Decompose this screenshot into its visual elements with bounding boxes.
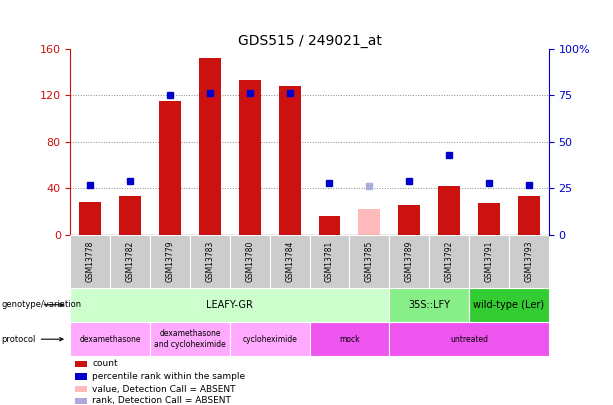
Bar	[80, 202, 101, 235]
Bar	[279, 86, 300, 235]
Bar	[310, 322, 389, 356]
Text: percentile rank within the sample: percentile rank within the sample	[92, 372, 245, 381]
Bar	[389, 322, 549, 356]
Text: GSM13780: GSM13780	[245, 241, 254, 282]
Bar	[199, 58, 221, 235]
Text: dexamethasone: dexamethasone	[80, 335, 141, 344]
Bar	[70, 322, 150, 356]
Bar	[349, 235, 389, 288]
Text: GSM13781: GSM13781	[325, 241, 334, 282]
Text: 35S::LFY: 35S::LFY	[408, 300, 450, 310]
Bar	[75, 373, 87, 380]
Bar	[469, 235, 509, 288]
Text: rank, Detection Call = ABSENT: rank, Detection Call = ABSENT	[92, 396, 231, 405]
Text: wild-type (Ler): wild-type (Ler)	[473, 300, 544, 310]
Text: GSM13783: GSM13783	[205, 241, 215, 282]
Bar	[70, 235, 110, 288]
Bar	[110, 235, 150, 288]
Bar	[429, 235, 469, 288]
Bar	[389, 235, 429, 288]
Text: GSM13784: GSM13784	[285, 241, 294, 282]
Bar	[75, 361, 87, 367]
Text: untreated: untreated	[450, 335, 488, 344]
Bar	[190, 235, 230, 288]
Bar	[438, 186, 460, 235]
Bar	[75, 398, 87, 404]
Text: protocol: protocol	[1, 335, 63, 344]
Title: GDS515 / 249021_at: GDS515 / 249021_at	[238, 34, 381, 47]
Bar	[150, 235, 190, 288]
Bar	[389, 288, 469, 322]
Bar	[230, 235, 270, 288]
Text: GSM13782: GSM13782	[126, 241, 135, 282]
Bar	[359, 209, 380, 235]
Bar	[319, 216, 340, 235]
Text: GSM13789: GSM13789	[405, 241, 414, 282]
Bar	[469, 288, 549, 322]
Text: dexamethasone
and cycloheximide: dexamethasone and cycloheximide	[154, 330, 226, 349]
Bar	[159, 101, 181, 235]
Bar	[518, 196, 539, 235]
Bar	[398, 205, 420, 235]
Bar	[75, 386, 87, 392]
Text: GSM13791: GSM13791	[484, 241, 493, 282]
Text: genotype/variation: genotype/variation	[1, 300, 82, 309]
Text: GSM13778: GSM13778	[86, 241, 95, 282]
Text: value, Detection Call = ABSENT: value, Detection Call = ABSENT	[92, 385, 235, 394]
Bar	[120, 196, 141, 235]
Text: GSM13785: GSM13785	[365, 241, 374, 282]
Bar	[509, 235, 549, 288]
Text: LEAFY-GR: LEAFY-GR	[207, 300, 253, 310]
Bar	[230, 322, 310, 356]
Text: cycloheximide: cycloheximide	[242, 335, 297, 344]
Bar	[239, 80, 261, 235]
Text: GSM13779: GSM13779	[166, 241, 175, 282]
Text: mock: mock	[339, 335, 360, 344]
Bar	[270, 235, 310, 288]
Bar	[150, 322, 230, 356]
Text: GSM13792: GSM13792	[444, 241, 454, 282]
Bar	[70, 288, 389, 322]
Text: GSM13793: GSM13793	[524, 241, 533, 282]
Text: count: count	[92, 359, 118, 369]
Bar	[310, 235, 349, 288]
Bar	[478, 203, 500, 235]
